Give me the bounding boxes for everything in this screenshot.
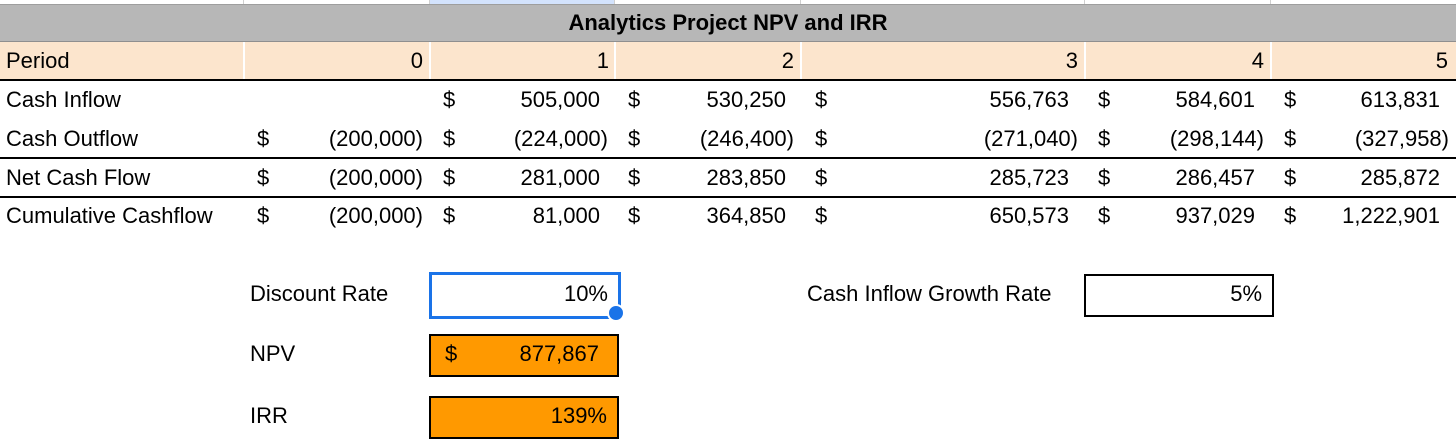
value-cell[interactable]: 364,850 [706,203,786,228]
currency-symbol: $ [257,165,270,190]
currency-symbol: $ [1284,87,1297,112]
currency-symbol: $ [443,165,456,190]
row-label-cash-inflow[interactable]: Cash Inflow [6,87,121,112]
column-header-strip [0,0,1456,4]
period-cell[interactable]: 1 [596,48,609,73]
cell-divider [429,42,431,80]
cell-divider [243,42,245,80]
currency-symbol: $ [1098,126,1111,151]
value-cell[interactable]: 286,457 [1175,165,1255,190]
currency-symbol: $ [1098,87,1111,112]
period-cell[interactable]: 0 [410,48,423,73]
column-divider [1084,0,1085,4]
currency-symbol: $ [628,203,641,228]
currency-symbol: $ [443,126,456,151]
value-cell[interactable]: (200,000) [328,203,423,228]
period-cell[interactable]: 2 [781,48,794,73]
currency-symbol: $ [443,203,456,228]
value-cell[interactable]: (246,400) [699,126,794,151]
column-divider [614,0,615,4]
value-cell[interactable]: (200,000) [328,165,423,190]
currency-symbol: $ [1284,165,1297,190]
growth-rate-label: Cash Inflow Growth Rate [807,281,1052,306]
currency-symbol: $ [443,87,456,112]
value-cell[interactable]: (327,958) [1354,126,1449,151]
growth-rate-value: 5% [1230,281,1262,306]
sheet-title: Analytics Project NPV and IRR [568,10,888,35]
value-cell[interactable]: 937,029 [1175,203,1255,228]
fill-handle[interactable] [607,304,625,322]
value-cell[interactable]: (224,000) [513,126,608,151]
value-cell[interactable]: 613,831 [1360,87,1440,112]
period-cell[interactable]: 5 [1435,48,1448,73]
title-row[interactable] [0,4,1456,42]
currency-symbol: $ [628,126,641,151]
currency-symbol: $ [815,165,828,190]
column-divider [800,0,801,4]
currency-symbol: $ [1284,203,1297,228]
column-divider [1270,0,1271,4]
irr-cell[interactable]: 139% [429,396,619,439]
cell-divider [1084,42,1086,80]
value-cell[interactable]: 556,763 [989,87,1069,112]
cell-divider [800,42,802,80]
currency-symbol: $ [628,165,641,190]
value-cell[interactable]: 1,222,901 [1342,203,1440,228]
currency-symbol: $ [815,87,828,112]
value-cell[interactable]: (200,000) [328,126,423,151]
currency-symbol: $ [1284,126,1297,151]
border-line [0,196,1456,198]
npv-cell[interactable]: $ 877,867 [429,334,619,377]
value-cell[interactable]: 285,723 [989,165,1069,190]
currency-symbol: $ [815,203,828,228]
period-cell[interactable]: 3 [1065,48,1078,73]
value-cell[interactable]: 283,850 [706,165,786,190]
period-label[interactable]: Period [6,48,70,73]
cell-divider [1270,42,1272,80]
value-cell[interactable]: 285,872 [1360,165,1440,190]
currency-symbol: $ [1098,203,1111,228]
irr-value: 139% [550,403,607,428]
npv-value: 877,867 [519,341,599,366]
border-line [0,157,1456,159]
currency-symbol: $ [257,203,270,228]
column-divider [429,0,430,4]
npv-currency: $ [445,341,458,366]
currency-symbol: $ [1098,165,1111,190]
value-cell[interactable]: 650,573 [989,203,1069,228]
selected-column-highlight [430,0,614,4]
row-label-cumulative-cashflow[interactable]: Cumulative Cashflow [6,203,213,228]
growth-rate-input[interactable]: 5% [1084,274,1274,317]
discount-rate-label: Discount Rate [250,281,389,306]
value-cell[interactable]: 281,000 [520,165,600,190]
value-cell[interactable]: 530,250 [706,87,786,112]
currency-symbol: $ [628,87,641,112]
cell-divider [614,42,616,80]
value-cell[interactable]: (271,040) [983,126,1078,151]
currency-symbol: $ [257,126,270,151]
discount-rate-input[interactable]: 10% [429,272,621,319]
discount-rate-value: 10% [563,281,608,306]
currency-symbol: $ [815,126,828,151]
irr-label: IRR [250,403,288,428]
row-label-net-cash-flow[interactable]: Net Cash Flow [6,165,151,190]
value-cell[interactable]: 505,000 [520,87,600,112]
period-cell[interactable]: 4 [1251,48,1264,73]
period-row[interactable] [0,42,1456,80]
value-cell[interactable]: 81,000 [532,203,600,228]
value-cell[interactable]: 584,601 [1175,87,1255,112]
npv-label: NPV [250,341,296,366]
row-label-cash-outflow[interactable]: Cash Outflow [6,126,139,151]
column-divider [243,0,244,4]
border-line [0,79,1456,81]
value-cell[interactable]: (298,144) [1169,126,1264,151]
